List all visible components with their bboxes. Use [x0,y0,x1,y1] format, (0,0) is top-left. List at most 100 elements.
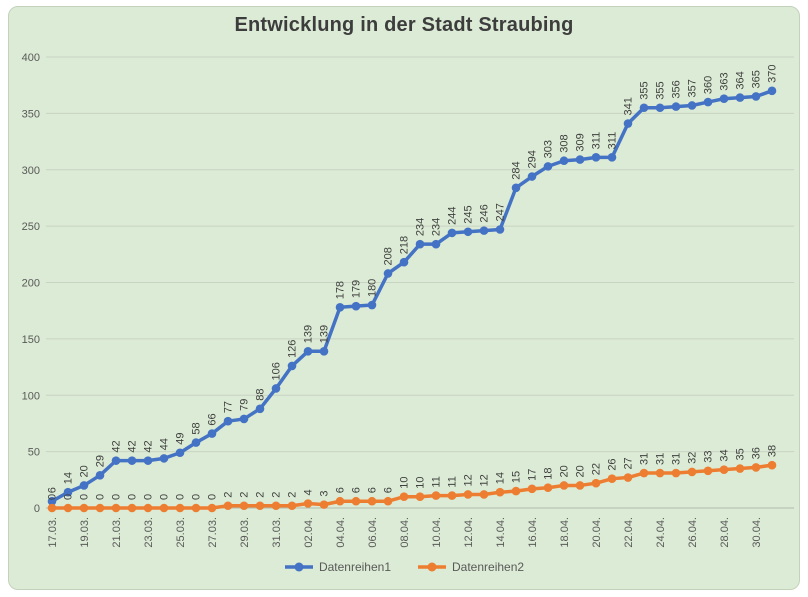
Datenreihen2-data-label: 0 [207,494,219,500]
Datenreihen2-line [50,463,774,510]
Datenreihen2-point [383,496,393,506]
x-tick-label: 19.03. [79,517,91,548]
Datenreihen1-point [383,269,393,278]
chart-legend: Datenreihen1 Datenreihen2 [0,560,808,574]
Datenreihen2-data-label: 0 [143,494,155,500]
Datenreihen2-data-label: 10 [415,476,427,488]
x-tick-label: 17.03. [47,517,59,548]
Datenreihen2-data-label: 0 [127,494,139,500]
Datenreihen1-point [271,384,281,393]
Datenreihen2-point [111,503,121,513]
Datenreihen1-data-label: 29 [95,455,107,467]
Datenreihen2-point [479,490,489,499]
Datenreihen2-point [79,503,89,513]
Datenreihen2-data-label: 32 [687,452,699,464]
Datenreihen2-point [719,465,729,474]
x-tick-label: 31.03. [271,517,283,548]
Datenreihen2-data-label: 0 [47,494,59,500]
Datenreihen2-data-label: 3 [319,490,331,496]
Datenreihen1-point [607,153,617,162]
Datenreihen2-data-label: 2 [255,492,267,498]
Datenreihen2-point [207,503,217,513]
Datenreihen2-point [399,492,409,502]
Datenreihen1-data-label: 355 [655,81,667,99]
Datenreihen2-point [351,496,361,506]
series2-swatch-icon [418,562,446,572]
Datenreihen2-point [751,463,761,472]
x-tick-label: 06.04. [367,517,379,548]
x-tick-label: 14.04. [495,517,507,548]
Datenreihen2-data-label: 10 [399,476,411,488]
Datenreihen1-data-label: 79 [239,399,251,411]
Datenreihen1-data-label: 355 [639,81,651,99]
Datenreihen2-point [431,491,441,500]
Datenreihen2-data-label: 2 [223,492,235,498]
y-tick-label: 200 [22,278,40,290]
Datenreihen2-point [47,503,57,513]
Datenreihen1-data-label: 234 [415,218,427,236]
Datenreihen1-data-label: 360 [703,76,715,94]
y-tick-label: 100 [22,390,40,402]
Datenreihen2-point [271,501,281,511]
Datenreihen1-point [95,471,105,480]
Datenreihen2-data-label: 0 [191,494,203,500]
Datenreihen1-point [767,86,777,96]
y-tick-label: 300 [22,165,40,177]
Datenreihen1-point [431,239,441,249]
Datenreihen1-point [495,225,505,234]
x-tick-label: 12.04. [463,517,475,548]
Datenreihen1-data-label: 247 [495,203,507,221]
Datenreihen2-data-label: 0 [79,494,91,500]
Datenreihen2-data-label: 0 [95,494,107,500]
Datenreihen1-data-label: 363 [719,72,731,90]
Datenreihen1-point [111,456,121,465]
Datenreihen1-point [591,153,601,162]
Datenreihen1-data-label: 303 [543,140,555,158]
Datenreihen2-point [639,468,649,478]
Datenreihen2-data-label: 36 [751,447,763,459]
Datenreihen1-point [671,102,681,111]
Datenreihen1-point [399,257,409,267]
Datenreihen1-point [127,456,137,465]
y-tick-label: 400 [22,52,40,64]
x-tick-label: 25.03. [175,517,187,548]
Datenreihen1-data-label: 44 [159,438,171,450]
Datenreihen2-data-label: 33 [703,451,715,463]
x-tick-label: 20.04. [591,517,603,548]
Datenreihen1-data-label: 208 [383,247,395,265]
Datenreihen2-point [255,501,265,511]
Datenreihen1-point [687,101,697,110]
Datenreihen2-point [287,501,297,511]
Datenreihen1-point [335,303,345,312]
x-tick-label: 23.03. [143,517,155,548]
Datenreihen2-point [127,503,137,513]
Datenreihen2-data-label: 0 [111,494,123,500]
Datenreihen1-point [575,155,585,164]
Datenreihen1-data-label: 180 [367,279,379,297]
Datenreihen2-data-label: 0 [175,494,187,500]
Datenreihen2-data-label: 11 [447,476,459,487]
x-tick-label: 26.04. [687,517,699,548]
Datenreihen1-data-label: 341 [623,97,635,115]
Datenreihen2-point [511,486,521,496]
Datenreihen2-point [175,503,185,513]
Datenreihen1-point [303,346,313,356]
Datenreihen1-data-label: 308 [559,134,571,152]
Datenreihen2-data-label: 26 [607,458,619,470]
Datenreihen1-point [543,162,553,171]
series1-swatch-icon [284,562,313,572]
Datenreihen1-point [255,404,265,414]
Datenreihen1-point [287,361,297,371]
Datenreihen1-point [623,119,633,128]
Datenreihen1-data-label: 245 [463,205,475,223]
Datenreihen2-data-label: 2 [271,492,283,498]
Datenreihen2-point [223,501,233,511]
Datenreihen2-data-label: 17 [527,469,539,481]
Datenreihen1-data-label: 6 [47,487,59,493]
Datenreihen1-point [527,172,537,181]
Datenreihen2-data-label: 38 [767,445,779,457]
Datenreihen1-data-label: 14 [63,472,75,484]
Datenreihen2-point [319,500,329,509]
Datenreihen2-point [447,491,457,500]
